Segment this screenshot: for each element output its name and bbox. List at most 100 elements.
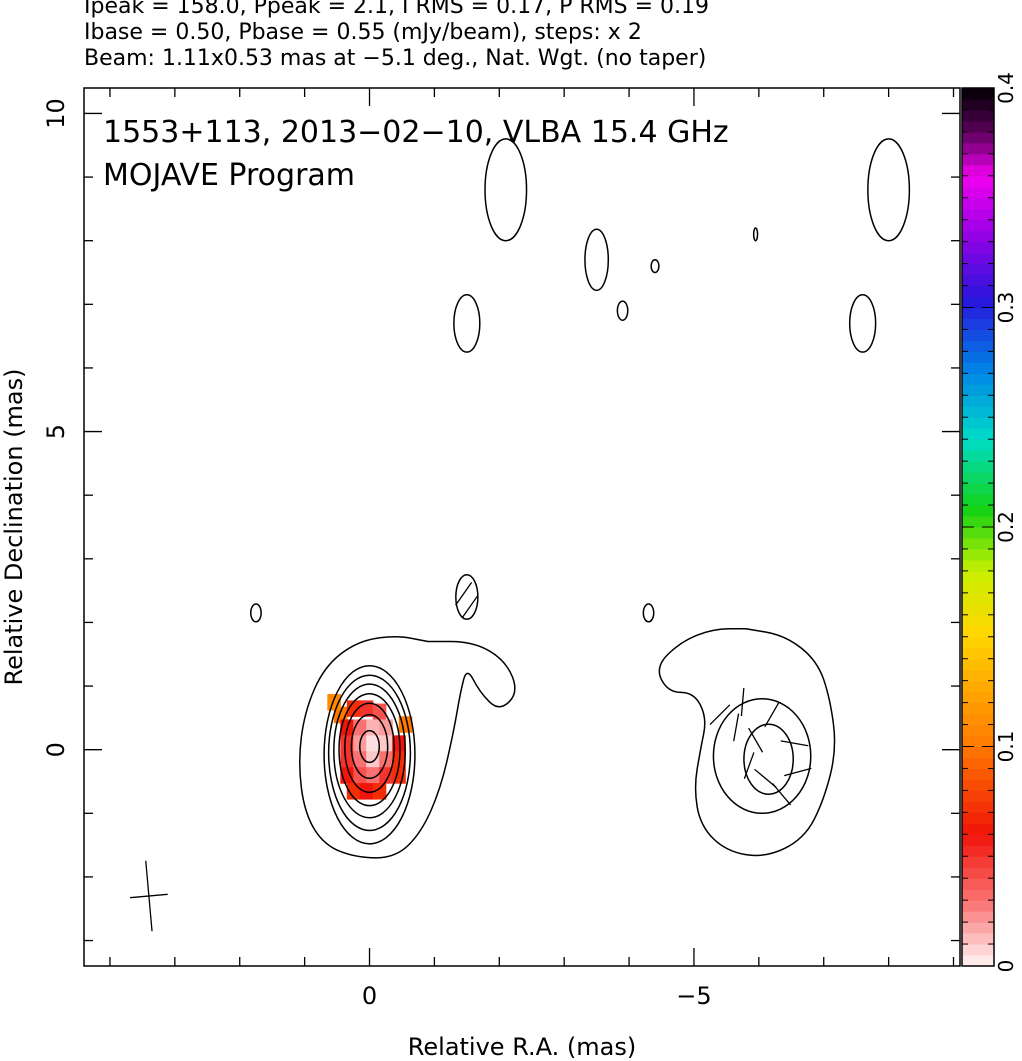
colorbar-band [962,450,994,462]
y-tick-label: 10 [42,98,70,129]
y-axis-label: Relative Declination (mas) [0,368,28,685]
colorbar-band [962,581,994,594]
colorbar-band [962,472,994,484]
colorbar-band [962,735,994,747]
colorbar-tick-label: 0 [994,960,1018,973]
colorbar-band [962,516,994,528]
x-tick-label: −5 [676,982,711,1010]
colorbar-band [962,483,994,495]
colorbar-band [962,801,994,813]
colorbar-band [962,307,994,319]
colorbar-band [962,845,994,857]
polarization-vector [733,713,740,742]
contour-layer [250,138,911,859]
colorbar-band [962,175,994,188]
colorbar-band [962,340,994,352]
colorbar-band [962,636,994,649]
contour-line [250,603,262,623]
contour-line [642,603,655,623]
colorbar-band [962,395,994,407]
axis-ticks: 0 −5 0 5 10 [42,88,960,1010]
polarization-pixel [340,735,354,752]
colorbar-band [962,779,994,791]
colorbar-ticks: 0 0.1 0.2 0.3 0.4 [962,72,1018,972]
colorbar-band [962,208,994,221]
contour-line [323,664,416,845]
colorbar-band [962,197,994,210]
colorbar-band [962,131,994,144]
colorbar-band [962,790,994,802]
colorbar-band [962,680,994,693]
colorbar-band [962,812,994,824]
polarization-vector [772,783,792,806]
colorbar-band [962,329,994,341]
contour-line [616,300,629,321]
colorbar-band [962,625,994,638]
polarization-pixel [340,751,354,768]
contour-line [712,698,812,815]
colorbar-band [962,867,994,879]
colorbar-band [962,548,994,561]
colorbar-band [962,241,994,254]
colorbar-band [962,505,994,517]
colorbar-band [962,142,994,155]
header-line-2: Ibase = 0.50, Pbase = 0.55 (mJy/beam), s… [84,20,642,45]
contour-line [584,228,610,292]
polarization-vector [740,687,745,716]
colorbar-band [962,757,994,769]
colorbar-band [962,669,994,682]
colorbar-tick-label: 0.1 [994,731,1018,763]
colorbar-band [962,559,994,572]
colorbar-band [962,944,994,956]
colorbar-tick-label: 0.3 [994,292,1018,324]
colorbar-band [962,647,994,660]
x-axis-label: Relative R.A. (mas) [408,1033,636,1061]
contour-line [344,702,395,794]
y-tick-label: 5 [42,424,70,439]
colorbar-band [962,318,994,330]
contour-line [359,729,380,764]
contour-line [867,138,911,242]
colorbar-band [962,933,994,945]
colorbar-band [962,702,994,715]
x-tick-label: 0 [362,982,377,1010]
contour-line [453,294,481,353]
polarization-vector [764,702,780,728]
contour-line [327,674,412,832]
contour-line [455,573,479,621]
colorbar-band [962,406,994,418]
colorbar-band [962,494,994,506]
colorbar-band [962,164,994,177]
colorbar-band [962,88,994,100]
colorbar-band [962,713,994,726]
polarization-vector-layer [455,581,812,806]
colorbar-band [962,120,994,133]
polarization-pixel [346,700,361,717]
colorbar-band [962,252,994,265]
colorbar-band [962,219,994,232]
y-tick-label: 0 [42,742,70,757]
contour-line [350,713,389,780]
outer-contour-line [658,628,836,857]
colorbar-band [962,746,994,758]
colorbar-band [962,691,994,704]
colorbar-band [962,592,994,605]
colorbar-band [962,922,994,934]
colorbar-band [962,603,994,616]
colorbar-band [962,373,994,385]
colorbar-band [962,658,994,671]
colorbar-band [962,263,994,276]
colorbar-band [962,834,994,846]
polarization-vector [784,767,812,777]
colorbar-band [962,296,994,308]
colorbar-band [962,570,994,583]
colorbar-band [962,417,994,429]
polarization-vector [455,581,473,606]
header-line-1: Ipeak = 158.0, Ppeak = 2.1, I RMS = 0.17… [84,0,709,19]
plot-frame [83,87,961,967]
contour-line [848,294,877,353]
contour-line [484,138,528,242]
colorbar-band [962,768,994,780]
colorbar-band [962,461,994,473]
